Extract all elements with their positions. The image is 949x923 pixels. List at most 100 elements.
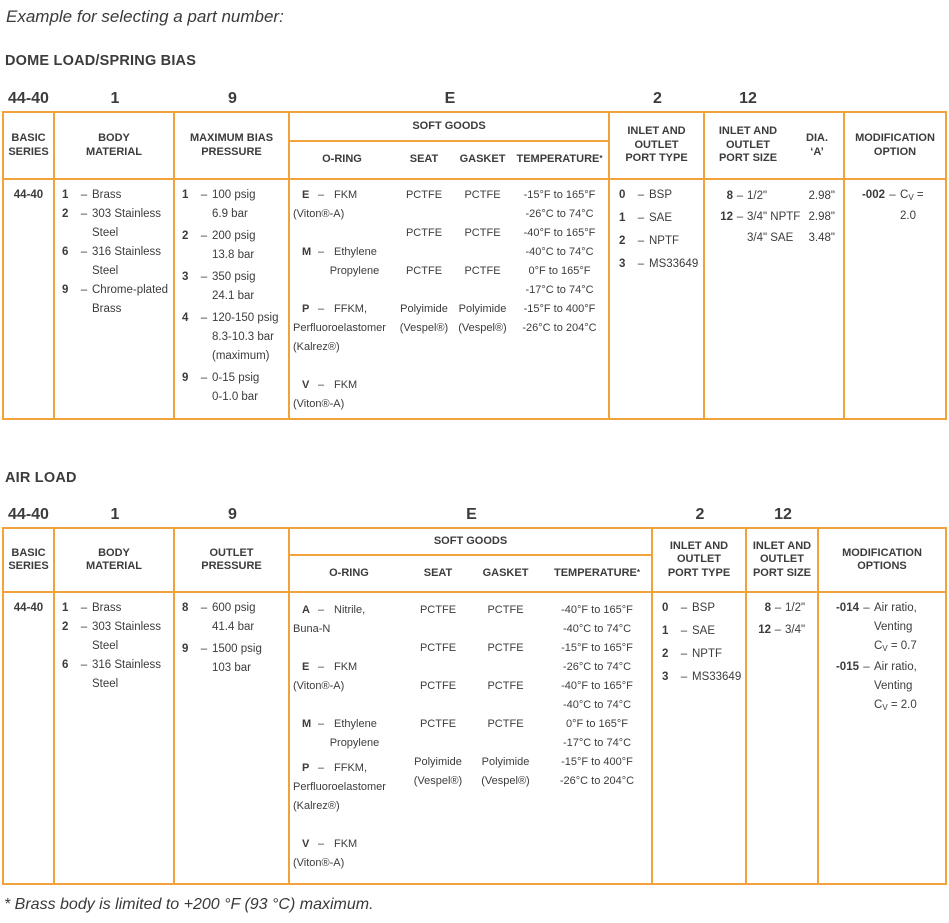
option-code: 2 [62, 621, 69, 633]
mod-lines: Air ratio, Venting [874, 661, 917, 692]
cv-symbol: C [874, 640, 883, 652]
modification-item: -014 – Air ratio, Venting CV = 0.7 [827, 599, 941, 658]
option-text: 1/2" [747, 190, 768, 202]
option-text: FKM [334, 661, 358, 673]
option-code: 9 [62, 284, 69, 296]
option-code: 0 [619, 189, 626, 201]
option-text: CV = 2.0 [900, 186, 941, 226]
option-text: 350 psig 24.1 bar [212, 271, 256, 302]
port-size-row: 3/4" SAE 3.48" [715, 228, 835, 249]
oring-item: E – FKM (Viton®-A) [293, 658, 408, 696]
option-code: 0 [662, 602, 669, 614]
dash-separator: – [637, 212, 645, 224]
option-code: 9 [182, 372, 189, 384]
body-material-item: 2 – 303 Stainless Steel [62, 205, 171, 243]
oring-item-continuation: Propylene [293, 265, 380, 277]
option-code: 8 [182, 602, 189, 614]
oring-item-first-line: E – FKM [293, 186, 394, 205]
cv-subscript: V [882, 644, 888, 653]
option-text: Ethylene [334, 718, 377, 730]
option-code: 1 [62, 602, 69, 614]
option-text: Ethylene [334, 246, 377, 258]
dome-code-softgoods: E [444, 90, 456, 107]
pressure-item: 2 – 200 psig 13.8 bar [182, 227, 286, 265]
oring-item: E – FKM (Viton®-A) [293, 186, 394, 224]
option-code: 2 [662, 648, 669, 660]
dome-header-soft-goods: SOFT GOODS O-RING SEAT GASKET TEMPERATUR… [290, 113, 610, 180]
option-code: M [302, 718, 312, 730]
air-header-oring: O-RING [329, 566, 369, 579]
oring-item-continuation: Propylene [293, 737, 380, 749]
oring-item: V – FKM (Viton®-A) [293, 376, 394, 414]
dome-section-title: DOME LOAD/SPRING BIAS [5, 53, 197, 69]
option-text: 120-150 psig 8.3-10.3 bar (maximum) [212, 312, 279, 362]
dash-separator: – [200, 189, 208, 201]
dome-header-soft-goods-label: SOFT GOODS [290, 113, 608, 142]
air-section-title: AIR LOAD [5, 470, 77, 486]
option-code: V [302, 838, 310, 850]
dome-body-material-cell: 1 – Brass 2 – 303 Stainless Steel 6 – 31… [55, 180, 175, 418]
air-temperature-column: -40°F to 165°F -40°C to 74°C -15°F to 16… [559, 604, 635, 787]
oring-item: P – FFKM, Perfluoroelastomer (Kalrez®) [293, 759, 408, 816]
air-seat-column: PCTFE PCTFE PCTFE PCTFE Polyimide (Vespe… [413, 604, 463, 787]
oring-item-first-line: A – Nitrile, [293, 601, 408, 620]
option-code: P [302, 303, 310, 315]
air-oring-column: A – Nitrile, Buna-N E – FKM (Viton®- [290, 593, 408, 883]
oring-item-first-line: M – Ethylene [293, 715, 408, 734]
dash-separator: – [318, 379, 325, 391]
air-header-port-size: INLET AND OUTLET PORT SIZE [747, 529, 819, 593]
dash-separator: – [774, 624, 782, 636]
oring-item: P – FFKM, Perfluoroelastomer (Kalrez®) [293, 300, 394, 357]
option-code: 3 [182, 271, 189, 283]
option-text: Nitrile, [334, 604, 366, 616]
option-code: A [302, 604, 310, 616]
dash-separator: – [680, 602, 688, 614]
dash-separator: – [80, 246, 88, 258]
option-text: FKM [334, 379, 358, 391]
air-port-size-cell: 8 – 1/2" 12 – 3/4" [747, 593, 819, 883]
option-text: 316 Stainless Steel [92, 246, 162, 277]
oring-item: A – Nitrile, Buna-N [293, 601, 408, 639]
air-code-basic: 44-40 [8, 506, 49, 523]
oring-item-continuation: (Viton®-A) [293, 857, 345, 869]
dash-separator: – [80, 621, 88, 633]
oring-item-first-line: P – FFKM, [293, 759, 408, 778]
air-code-body: 1 [110, 506, 120, 523]
cv-subscript: V [908, 193, 914, 202]
option-code: -002 [861, 189, 885, 201]
cv-value: = 2.0 [900, 189, 924, 222]
temperature-footnote-marker: * [599, 154, 603, 164]
air-header-soft-goods-subheaders: O-RING SEAT GASKET TEMPERATURE* [290, 556, 651, 591]
option-text: Air ratio, Venting CV = 0.7 [874, 599, 941, 658]
port-type-item: 3 – MS33649 [662, 668, 743, 687]
air-code-softgoods: E [466, 506, 477, 523]
dome-header-gasket: GASKET [459, 153, 506, 166]
dome-temperature-column: -15°F to 165°F -26°C to 74°C -40°F to 16… [522, 189, 597, 334]
oring-item-continuation: (Viton®-A) [293, 208, 345, 220]
dash-separator: – [80, 208, 88, 220]
option-code: 6 [62, 659, 69, 671]
dash-separator: – [736, 190, 744, 202]
dash-separator: – [863, 602, 870, 614]
air-code-row: 44-40 1 9 E 2 12 [0, 506, 949, 524]
oring-item: M – Ethylene Propylene [293, 243, 394, 281]
option-text: Chrome-plated Brass [92, 284, 169, 315]
option-text: BSP [649, 189, 673, 201]
oring-item-first-line: V – FKM [293, 835, 408, 854]
option-text: 200 psig 13.8 bar [212, 230, 256, 261]
page-title: Example for selecting a part number: [6, 7, 284, 26]
cv-symbol: C [874, 699, 883, 711]
option-code: 2 [619, 235, 626, 247]
port-type-item: 0 – BSP [619, 186, 701, 205]
option-text: FKM [334, 189, 358, 201]
option-text: 1/2" [785, 602, 806, 614]
dash-separator: – [200, 230, 208, 242]
dash-separator: – [80, 189, 88, 201]
dash-separator: – [774, 602, 782, 614]
option-code: 3 [619, 258, 626, 270]
dash-separator: – [318, 604, 325, 616]
option-text: 3/4" NPTF [747, 211, 801, 223]
option-text: 100 psig 6.9 bar [212, 189, 256, 220]
port-type-item: 0 – BSP [662, 599, 743, 618]
